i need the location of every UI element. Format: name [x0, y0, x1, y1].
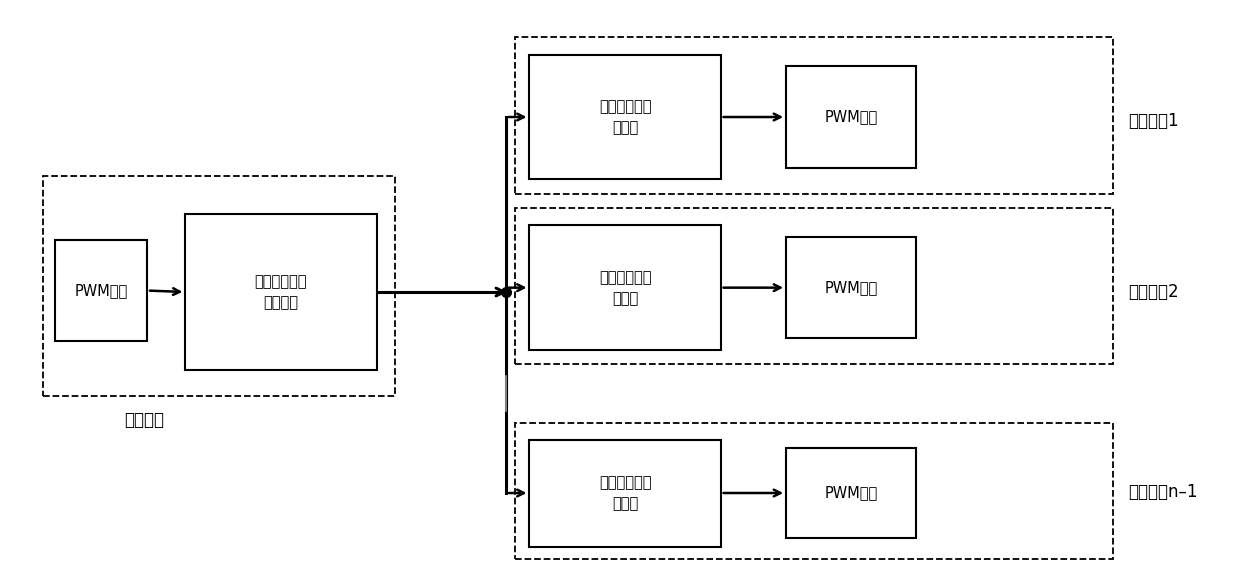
Bar: [55, 240, 147, 341]
Bar: [786, 448, 916, 538]
Text: 载波同步信号
锁相环: 载波同步信号 锁相环: [598, 99, 652, 135]
Text: 主处理器: 主处理器: [125, 411, 165, 429]
Text: 从处理器n–1: 从处理器n–1: [1127, 482, 1197, 500]
Text: PWM单元: PWM单元: [824, 485, 877, 500]
Text: PWM单元: PWM单元: [824, 110, 877, 124]
Bar: [786, 237, 916, 338]
Text: PWM单元: PWM单元: [74, 283, 128, 298]
Bar: [186, 214, 377, 370]
Bar: [514, 37, 1113, 194]
Bar: [786, 67, 916, 168]
Text: 载波同步信号
产生单元: 载波同步信号 产生单元: [255, 274, 307, 310]
Bar: [529, 440, 721, 547]
Bar: [514, 208, 1113, 364]
Text: 载波同步信号
锁相环: 载波同步信号 锁相环: [598, 270, 652, 305]
Bar: [514, 423, 1113, 559]
Text: 载波同步信号
锁相环: 载波同步信号 锁相环: [598, 475, 652, 511]
Text: 从处理器1: 从处理器1: [1127, 112, 1178, 130]
Bar: [529, 225, 721, 350]
Text: 从处理器2: 从处理器2: [1127, 283, 1178, 301]
Bar: [529, 55, 721, 179]
Text: PWM单元: PWM单元: [824, 280, 877, 295]
Bar: [43, 176, 395, 396]
